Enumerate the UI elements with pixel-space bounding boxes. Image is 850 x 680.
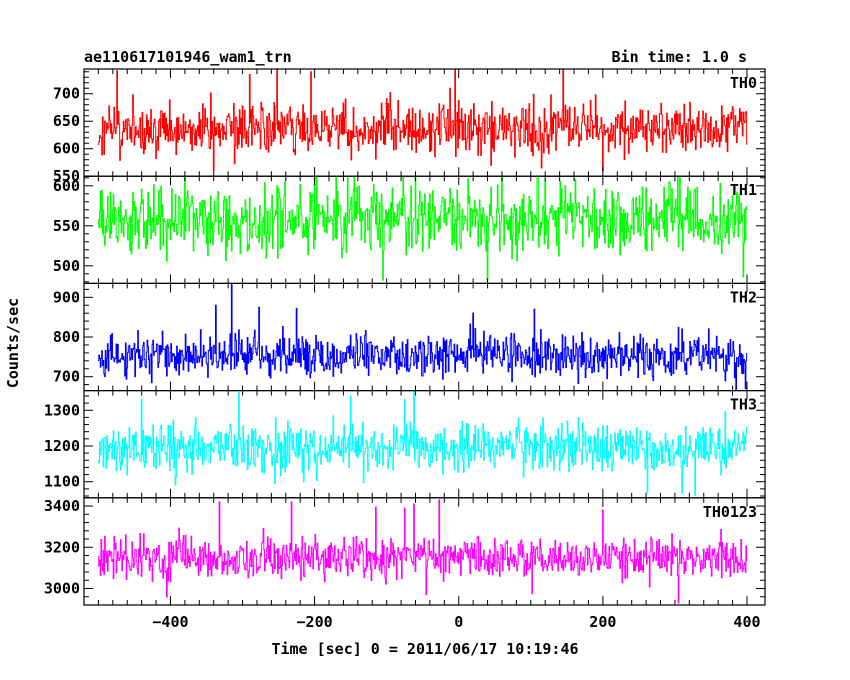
y-tick-label: 600	[53, 177, 80, 195]
panel-th0123: 3000 3200 3400 TH0123	[44, 497, 766, 606]
y-tick-label: 700	[53, 368, 80, 386]
series-label-th0: TH0	[730, 74, 757, 92]
y-tick-label: 700	[53, 85, 80, 103]
y-axis-label: Counts/sec	[4, 298, 22, 388]
bin-time-label: Bin time: 1.0 s	[612, 48, 747, 66]
y-tick-label: 800	[53, 328, 80, 346]
y-tick-label: 600	[53, 140, 80, 158]
x-tick-label: −200	[297, 613, 333, 631]
series-trace-th0123	[98, 499, 748, 604]
y-tick-label: 3400	[44, 497, 80, 515]
series-label-th3: TH3	[730, 396, 757, 414]
y-tick-label: 1100	[44, 473, 80, 491]
y-tick-label: 900	[53, 288, 80, 306]
series-trace-th3	[98, 390, 748, 496]
y-tick-label: 550	[53, 217, 80, 235]
series-label-th0123: TH0123	[703, 503, 757, 521]
panel-th0: 550 600 650 700 TH0	[53, 68, 766, 185]
y-tick-label: 1300	[44, 401, 80, 419]
series-trace-th0	[98, 69, 748, 172]
panel-th2: 700 800 900 TH2	[53, 282, 766, 392]
panel-frame	[83, 390, 766, 499]
panel-th3: 1100 1200 1300 TH3	[44, 390, 766, 499]
y-tick-label: 650	[53, 112, 80, 130]
x-tick-label: 400	[733, 613, 760, 631]
y-tick-label: 3000	[44, 580, 80, 598]
x-axis-label: Time [sec] 0 = 2011/06/17 10:19:46	[271, 640, 578, 658]
y-tick-label: 3200	[44, 538, 80, 556]
y-tick-label: 500	[53, 257, 80, 275]
x-tick-label: 0	[454, 613, 463, 631]
series-label-th2: TH2	[730, 288, 757, 306]
x-tick-label: −400	[152, 613, 188, 631]
chart-title: ae110617101946_wam1_trn	[84, 48, 292, 66]
series-trace-th2	[98, 283, 748, 390]
series-trace-th1	[98, 176, 748, 281]
y-tick-label: 1200	[44, 437, 80, 455]
y-tick-label: 550	[53, 167, 80, 185]
panel-th1: 500 550 600 TH1	[53, 175, 766, 284]
series-label-th1: TH1	[730, 181, 757, 199]
x-tick-label: 200	[589, 613, 616, 631]
panel-frame	[83, 497, 766, 606]
